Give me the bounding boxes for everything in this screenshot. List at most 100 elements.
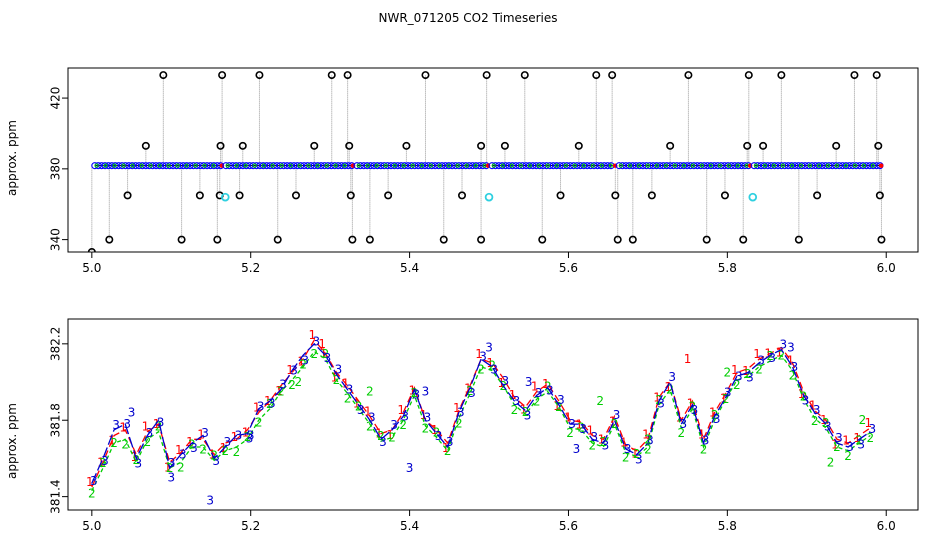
baseline-point-green xyxy=(690,163,695,168)
series-point-label-1: 1 xyxy=(342,376,350,390)
baseline-point-green xyxy=(627,163,632,168)
baseline-point xyxy=(263,162,271,170)
series-point-label-3: 3 xyxy=(524,409,532,423)
spike-point xyxy=(218,71,227,80)
series-point-label-2: 2 xyxy=(377,429,385,443)
x-tick-label: 5.2 xyxy=(241,519,260,533)
series-point-label-1: 1 xyxy=(542,377,550,391)
series-point-label-2: 2 xyxy=(433,425,441,439)
spike-point xyxy=(255,71,264,80)
baseline-point-green xyxy=(608,163,613,168)
series-point-label-1: 1 xyxy=(475,347,483,361)
marker-label: 2 xyxy=(596,394,604,408)
baseline-point-green xyxy=(599,163,604,168)
baseline-point xyxy=(597,162,605,170)
baseline-point-green xyxy=(243,163,248,168)
series-point-label-3: 3 xyxy=(468,386,476,400)
spike-point xyxy=(384,191,393,200)
baseline-point xyxy=(320,162,329,170)
series-point-label-3: 3 xyxy=(379,435,387,449)
series-point-label-3: 3 xyxy=(557,393,565,407)
baseline-point xyxy=(418,162,426,170)
marker-label: 2 xyxy=(366,385,374,399)
series-point-label-3: 3 xyxy=(112,418,120,432)
spike-point xyxy=(520,71,529,80)
baseline-point-green xyxy=(297,163,302,168)
series-point-label-2: 2 xyxy=(544,380,552,394)
series-point-label-1: 1 xyxy=(164,460,172,474)
baseline-point-green xyxy=(374,163,379,168)
baseline-point xyxy=(583,162,591,170)
baseline-point-green xyxy=(654,163,659,168)
plot-frame xyxy=(67,67,919,253)
baseline-point xyxy=(656,162,664,170)
series-point-label-2: 2 xyxy=(622,451,630,465)
baseline-point-green xyxy=(735,163,740,168)
baseline-point xyxy=(259,162,267,170)
baseline-point xyxy=(522,162,530,170)
spike-point xyxy=(684,71,693,80)
spike-point xyxy=(613,235,622,244)
spike-point xyxy=(538,235,547,244)
series-point-label-3: 3 xyxy=(168,456,176,470)
series-point-label-3: 3 xyxy=(257,399,265,413)
series-point-label-3: 3 xyxy=(246,432,254,446)
baseline-point-green xyxy=(103,163,108,168)
baseline-point-green xyxy=(356,163,361,168)
spike-point xyxy=(216,141,225,150)
baseline-point xyxy=(822,162,830,170)
spike-point xyxy=(141,141,150,150)
series-point-label-3: 3 xyxy=(190,441,198,455)
series-point-label-3: 3 xyxy=(435,429,443,443)
baseline-point xyxy=(367,162,375,170)
baseline-point xyxy=(469,162,477,170)
baseline-point-green xyxy=(428,163,433,168)
spike-point xyxy=(365,235,374,244)
series-point-label-3: 3 xyxy=(646,434,654,448)
baseline-point xyxy=(152,162,160,170)
spike-point xyxy=(238,141,247,150)
spike-point xyxy=(743,141,752,150)
series-point-label-2: 2 xyxy=(399,418,407,432)
baseline-point xyxy=(176,162,184,170)
series-point-label-1: 1 xyxy=(586,424,594,438)
marker-label: 1 xyxy=(318,337,326,351)
series-point-label-1: 1 xyxy=(609,414,617,428)
series-point-label-1: 1 xyxy=(509,388,517,402)
series-point-label-1: 1 xyxy=(264,394,272,408)
baseline-point-green xyxy=(509,163,514,168)
series-point-label-1: 1 xyxy=(809,399,817,413)
baseline-point xyxy=(390,162,398,170)
baseline-point xyxy=(727,162,735,170)
series-point-label-3: 3 xyxy=(424,411,432,425)
series-point-label-2: 2 xyxy=(444,444,452,458)
series-point-label-2: 2 xyxy=(266,397,274,411)
baseline-point-green xyxy=(446,163,451,168)
baseline-point-green xyxy=(870,163,875,168)
baseline-point-green xyxy=(699,163,704,168)
spike-point xyxy=(777,71,786,80)
spike-point xyxy=(482,71,491,80)
x-tick-label: 5.6 xyxy=(559,261,578,275)
series-point-label-1: 1 xyxy=(664,380,672,394)
series-point-label-1: 1 xyxy=(720,391,728,405)
baseline-point xyxy=(652,162,661,170)
baseline-point-green xyxy=(563,163,568,168)
baseline-point xyxy=(445,162,453,170)
series-point-label-2: 2 xyxy=(522,405,530,419)
baseline-point xyxy=(290,162,298,170)
series-point-label-3: 3 xyxy=(413,388,421,402)
baseline-point xyxy=(553,162,561,170)
baseline-point xyxy=(700,162,708,170)
spike-point xyxy=(310,141,319,150)
series-point-label-3: 3 xyxy=(457,406,465,420)
marker-label: 3 xyxy=(206,493,214,507)
series-point-label-2: 2 xyxy=(188,437,196,451)
series-point-label-3: 3 xyxy=(546,383,554,397)
marker-label: 2 xyxy=(827,455,835,469)
x-tick-label: 6.0 xyxy=(877,261,896,275)
series-point-label-1: 1 xyxy=(653,390,661,404)
series-point-label-3: 3 xyxy=(835,431,843,445)
series-point-label-3: 3 xyxy=(724,385,732,399)
